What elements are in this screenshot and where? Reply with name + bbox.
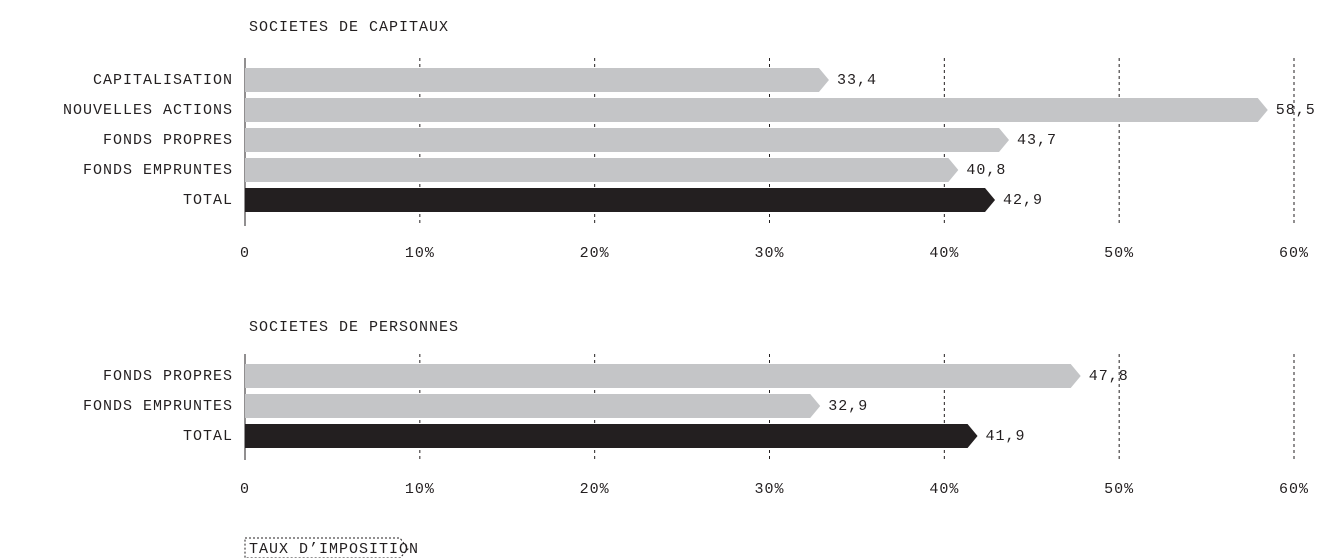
x-tick-label: 20% (580, 245, 610, 262)
category-label: CAPITALISATION (93, 72, 233, 89)
bar (245, 158, 959, 182)
category-label: TOTAL (183, 428, 233, 445)
value-label: 42,9 (1003, 192, 1043, 209)
bar (245, 424, 978, 448)
footer-label: TAUX D’IMPOSITION (249, 541, 419, 558)
value-label: 41,9 (986, 428, 1026, 445)
x-tick-label: 10% (405, 481, 435, 498)
bar (245, 128, 1010, 152)
x-tick-label: 40% (929, 481, 959, 498)
category-label: FONDS EMPRUNTES (83, 162, 233, 179)
chart-title: SOCIETES DE PERSONNES (249, 319, 459, 336)
bar (245, 394, 821, 418)
value-label: 32,9 (828, 398, 868, 415)
value-label: 43,7 (1017, 132, 1057, 149)
x-tick-label: 50% (1104, 481, 1134, 498)
category-label: NOUVELLES ACTIONS (63, 102, 233, 119)
category-label: TOTAL (183, 192, 233, 209)
bar (245, 68, 829, 92)
x-tick-label: 0 (240, 481, 250, 498)
category-label: FONDS EMPRUNTES (83, 398, 233, 415)
category-label: FONDS PROPRES (103, 132, 233, 149)
bar (245, 98, 1268, 122)
value-label: 47,8 (1089, 368, 1129, 385)
value-label: 58,5 (1276, 102, 1316, 119)
x-tick-label: 50% (1104, 245, 1134, 262)
x-tick-label: 0 (240, 245, 250, 262)
value-label: 40,8 (966, 162, 1006, 179)
bar (245, 364, 1081, 388)
x-tick-label: 10% (405, 245, 435, 262)
chart-title: SOCIETES DE CAPITAUX (249, 19, 449, 36)
bar (245, 188, 996, 212)
value-label: 33,4 (837, 72, 877, 89)
x-tick-label: 30% (754, 481, 784, 498)
footer-box (244, 537, 409, 558)
x-tick-label: 60% (1279, 481, 1309, 498)
x-tick-label: 30% (754, 245, 784, 262)
x-tick-label: 20% (580, 481, 610, 498)
category-label: FONDS PROPRES (103, 368, 233, 385)
x-tick-label: 40% (929, 245, 959, 262)
x-tick-label: 60% (1279, 245, 1309, 262)
